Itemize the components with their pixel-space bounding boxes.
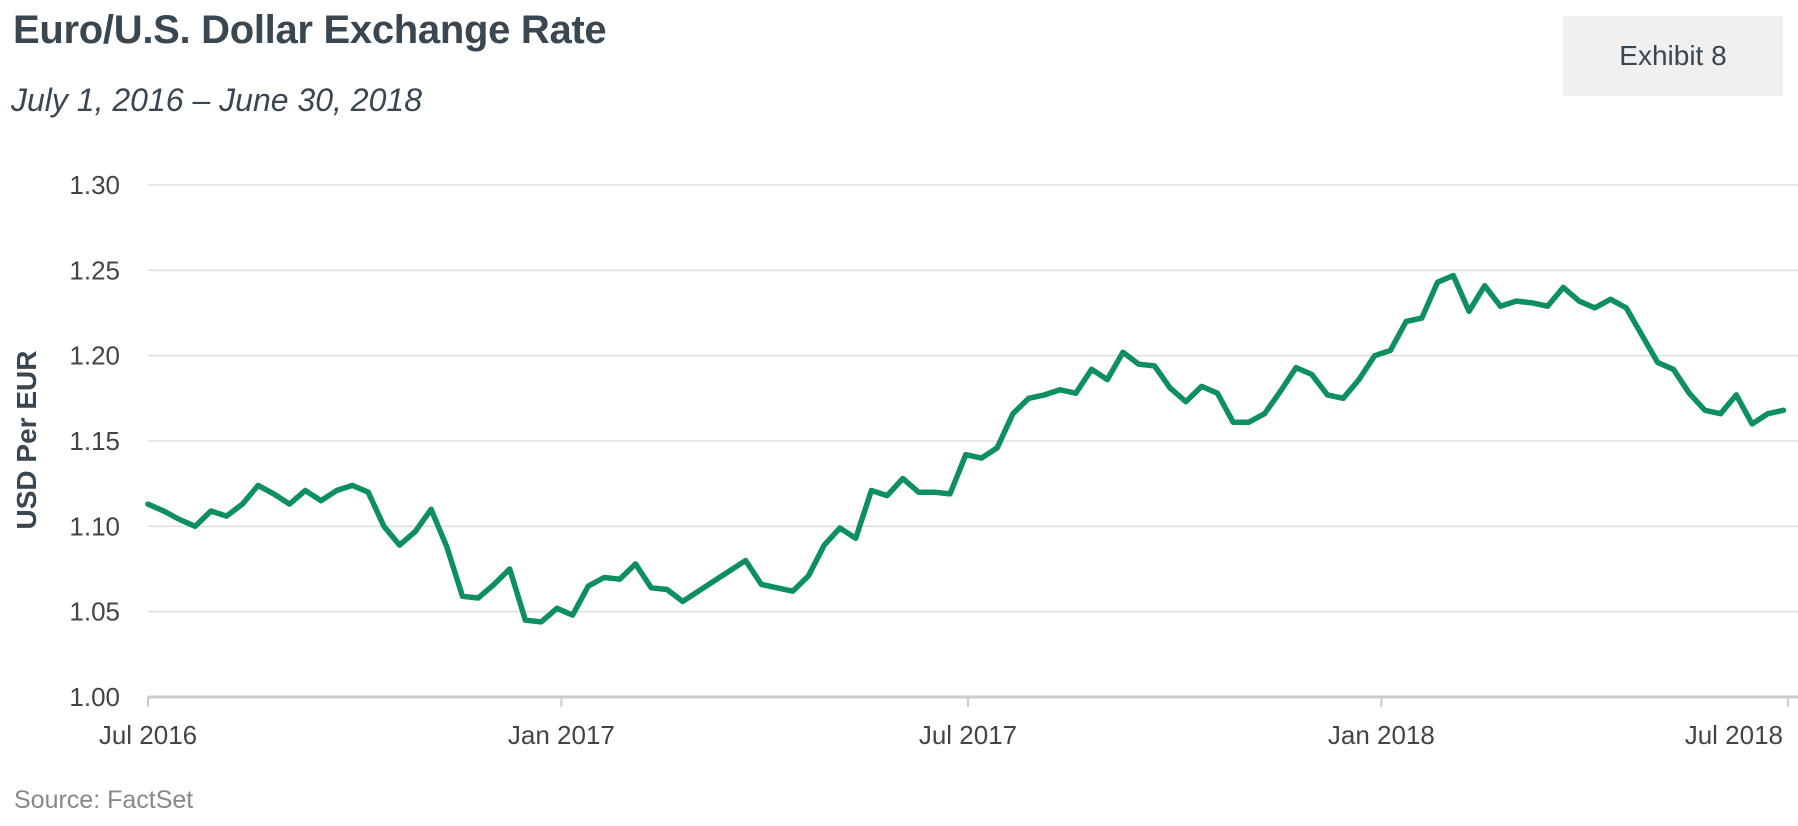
y-tick-label: 1.00 [69,682,120,712]
x-tick-label: Jul 2018 [1685,720,1783,750]
y-axis-title: USD Per EUR [11,351,42,530]
x-tick-label: Jul 2017 [919,720,1017,750]
y-tick-label: 1.25 [69,255,120,285]
grid-lines [148,184,1798,699]
x-tick-label: Jul 2016 [99,720,197,750]
y-tick-label: 1.05 [69,597,120,627]
series-line [145,272,1787,625]
x-axis-ticks: Jul 2016 Jan 2017 Jul 2017 Jan 2018 Jul 2018 [99,697,1789,750]
y-tick-label: 1.10 [69,511,120,541]
source-note: Source: FactSet [14,786,194,814]
y-tick-label: 1.15 [69,426,120,456]
x-tick-label: Jan 2017 [508,720,615,750]
y-tick-label: 1.20 [69,341,120,371]
chart-title: Euro/U.S. Dollar Exchange Rate [13,8,607,52]
y-axis-ticks: 1.00 1.05 1.10 1.15 1.20 1.25 1.30 [69,170,120,712]
line-chart: 1.00 1.05 1.10 1.15 1.20 1.25 1.30 Jul 2016 Jan… [11,170,1798,750]
x-tick-label: Jan 2018 [1328,720,1435,750]
exhibit-badge: Exhibit 8 [1563,16,1783,96]
y-tick-label: 1.30 [69,170,120,200]
series-layer [145,272,1787,625]
chart-subtitle: July 1, 2016 – June 30, 2018 [11,82,422,118]
